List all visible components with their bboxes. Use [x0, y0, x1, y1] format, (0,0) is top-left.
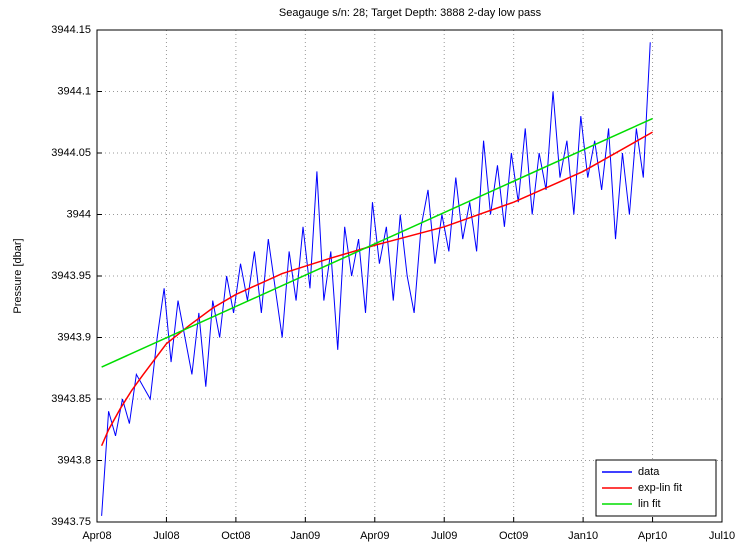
x-tick-label: Jan10	[568, 530, 598, 542]
y-tick-label: 3944.15	[51, 24, 91, 36]
x-tick-label: Jan09	[290, 530, 320, 542]
chart-title: Seagauge s/n: 28; Target Depth: 3888 2-d…	[279, 7, 542, 19]
x-tick-label: Oct09	[499, 530, 528, 542]
x-tick-label: Jul09	[431, 530, 457, 542]
x-tick-label: Oct08	[221, 530, 250, 542]
y-tick-label: 3943.85	[51, 393, 91, 405]
series-line	[101, 117, 653, 368]
series-line	[101, 42, 651, 516]
legend-label: data	[638, 466, 660, 478]
y-tick-label: 3943.95	[51, 270, 91, 282]
y-tick-label: 3943.8	[57, 454, 91, 466]
x-tick-label: Apr10	[638, 530, 667, 542]
y-tick-label: 3944.05	[51, 147, 91, 159]
series-line	[100, 131, 653, 447]
x-tick-label: Apr09	[360, 530, 389, 542]
y-tick-label: 3944.1	[57, 85, 91, 97]
x-tick-label: Apr08	[82, 530, 111, 542]
y-tick-label: 3943.9	[57, 331, 91, 343]
y-tick-label: 3943.75	[51, 516, 91, 528]
plot-area	[96, 29, 723, 523]
x-tick-label: Jul10	[709, 530, 735, 542]
y-tick-label: 3944	[67, 208, 91, 220]
legend-label: lin fit	[638, 498, 661, 510]
y-axis-label: Pressure [dbar]	[12, 238, 24, 313]
legend-label: exp-lin fit	[638, 482, 682, 494]
x-tick-label: Jul08	[153, 530, 179, 542]
